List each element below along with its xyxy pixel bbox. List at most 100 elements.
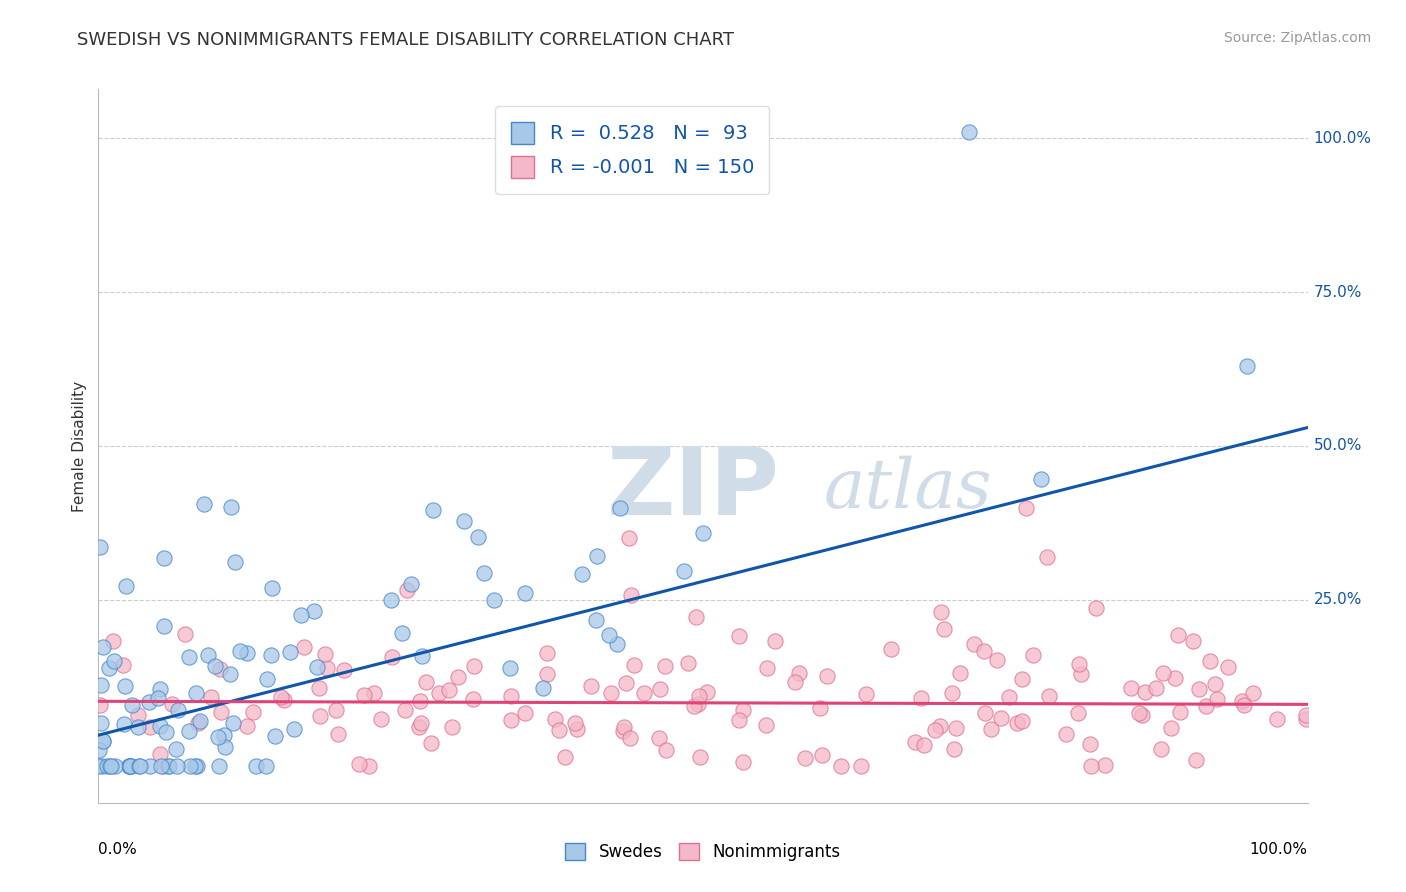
Point [278,645,301,659]
Point [453,514,475,528]
Point [794,751,817,765]
Point [548,723,571,737]
Point [419,736,441,750]
Point [283,722,305,736]
Point [87,743,110,757]
Point [623,657,645,672]
Point [152,759,174,773]
Point [1070,667,1092,681]
Point [565,722,588,736]
Point [755,718,778,732]
Point [90,678,112,692]
Point [564,716,586,731]
Point [461,692,484,706]
Point [91,734,114,748]
Point [544,712,567,726]
Point [963,637,986,651]
Point [727,713,749,727]
Point [941,685,963,699]
Text: 25.0%: 25.0% [1313,592,1362,607]
Point [688,689,710,703]
Point [111,657,134,672]
Point [104,759,127,773]
Point [654,658,676,673]
Point [1241,686,1264,700]
Point [157,759,180,773]
Point [1021,648,1043,662]
Point [617,531,640,545]
Point [208,759,231,773]
Point [585,614,607,628]
Point [676,657,699,671]
Point [326,727,349,741]
Point [949,666,972,681]
Point [990,711,1012,725]
Point [1265,712,1288,726]
Text: 100.0%: 100.0% [1313,131,1372,146]
Point [1119,681,1142,695]
Point [912,739,935,753]
Point [207,730,229,744]
Point [245,759,267,773]
Point [1295,712,1317,726]
Point [957,125,980,139]
Point [1029,472,1052,486]
Point [200,690,222,705]
Point [998,690,1021,704]
Text: atlas: atlas [824,456,993,522]
Point [270,690,292,704]
Point [115,579,138,593]
Point [1084,601,1107,615]
Point [218,667,240,681]
Point [224,555,246,569]
Y-axis label: Female Disability: Female Disability [72,380,87,512]
Point [165,742,187,756]
Point [1167,628,1189,642]
Point [1128,706,1150,720]
Point [655,743,678,757]
Point [579,679,602,693]
Point [127,708,149,723]
Point [648,731,671,746]
Point [118,759,141,773]
Point [1015,500,1038,515]
Point [904,735,927,749]
Point [308,681,330,695]
Point [149,719,172,733]
Point [437,682,460,697]
Point [1144,681,1167,695]
Point [242,705,264,719]
Point [222,716,245,731]
Legend: Swedes, Nonimmigrants: Swedes, Nonimmigrants [558,836,848,868]
Point [177,650,200,665]
Point [114,679,136,693]
Point [501,689,523,703]
Point [1038,689,1060,703]
Point [399,577,422,591]
Point [463,659,485,673]
Point [333,663,356,677]
Point [260,581,283,595]
Point [650,681,672,696]
Point [411,716,433,731]
Point [1152,666,1174,681]
Point [100,759,122,773]
Point [117,759,139,773]
Point [609,501,631,516]
Point [129,759,152,773]
Point [236,719,259,733]
Point [197,648,219,662]
Point [409,694,432,708]
Point [90,716,112,731]
Point [1130,708,1153,723]
Point [259,648,281,662]
Point [783,675,806,690]
Point [554,750,576,764]
Point [149,681,172,696]
Point [1185,753,1208,767]
Point [292,640,315,655]
Point [1204,677,1226,691]
Point [302,604,325,618]
Point [619,731,641,746]
Point [689,750,711,764]
